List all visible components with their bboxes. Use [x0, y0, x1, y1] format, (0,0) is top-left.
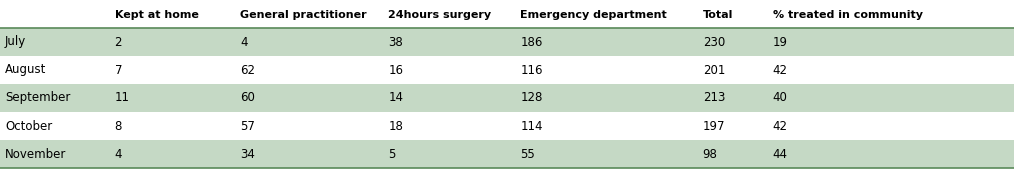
- Bar: [0, 112, 1014, 140]
- Text: 42: 42: [773, 64, 788, 76]
- Bar: [0, 84, 1014, 112]
- Text: 24hours surgery: 24hours surgery: [388, 10, 492, 20]
- Text: 34: 34: [240, 148, 256, 160]
- Text: 197: 197: [703, 120, 725, 132]
- Text: 14: 14: [388, 91, 404, 105]
- Bar: [0, 28, 1014, 56]
- Text: 11: 11: [115, 91, 130, 105]
- Text: 42: 42: [773, 120, 788, 132]
- Text: 128: 128: [520, 91, 542, 105]
- Text: July: July: [5, 36, 26, 48]
- Text: Emergency department: Emergency department: [520, 10, 667, 20]
- Text: 62: 62: [240, 64, 256, 76]
- Bar: [0, 140, 1014, 168]
- Text: 8: 8: [115, 120, 122, 132]
- Text: % treated in community: % treated in community: [773, 10, 923, 20]
- Text: 55: 55: [520, 148, 535, 160]
- Text: 16: 16: [388, 64, 404, 76]
- Text: 40: 40: [773, 91, 788, 105]
- Text: 114: 114: [520, 120, 542, 132]
- Text: September: September: [5, 91, 70, 105]
- Bar: [0, 56, 1014, 84]
- Text: 201: 201: [703, 64, 725, 76]
- Text: 213: 213: [703, 91, 725, 105]
- Text: 98: 98: [703, 148, 718, 160]
- Text: Total: Total: [703, 10, 733, 20]
- Text: 19: 19: [773, 36, 788, 48]
- Text: August: August: [5, 64, 47, 76]
- Text: General practitioner: General practitioner: [240, 10, 367, 20]
- Text: 2: 2: [115, 36, 122, 48]
- Text: 60: 60: [240, 91, 256, 105]
- Text: 230: 230: [703, 36, 725, 48]
- Text: 7: 7: [115, 64, 122, 76]
- Text: 57: 57: [240, 120, 256, 132]
- Text: 4: 4: [240, 36, 247, 48]
- Text: 38: 38: [388, 36, 404, 48]
- Text: 44: 44: [773, 148, 788, 160]
- Text: 186: 186: [520, 36, 542, 48]
- Text: Kept at home: Kept at home: [115, 10, 199, 20]
- Text: 4: 4: [115, 148, 122, 160]
- Text: October: October: [5, 120, 53, 132]
- Text: 18: 18: [388, 120, 404, 132]
- Text: 116: 116: [520, 64, 542, 76]
- Text: November: November: [5, 148, 67, 160]
- Text: 5: 5: [388, 148, 395, 160]
